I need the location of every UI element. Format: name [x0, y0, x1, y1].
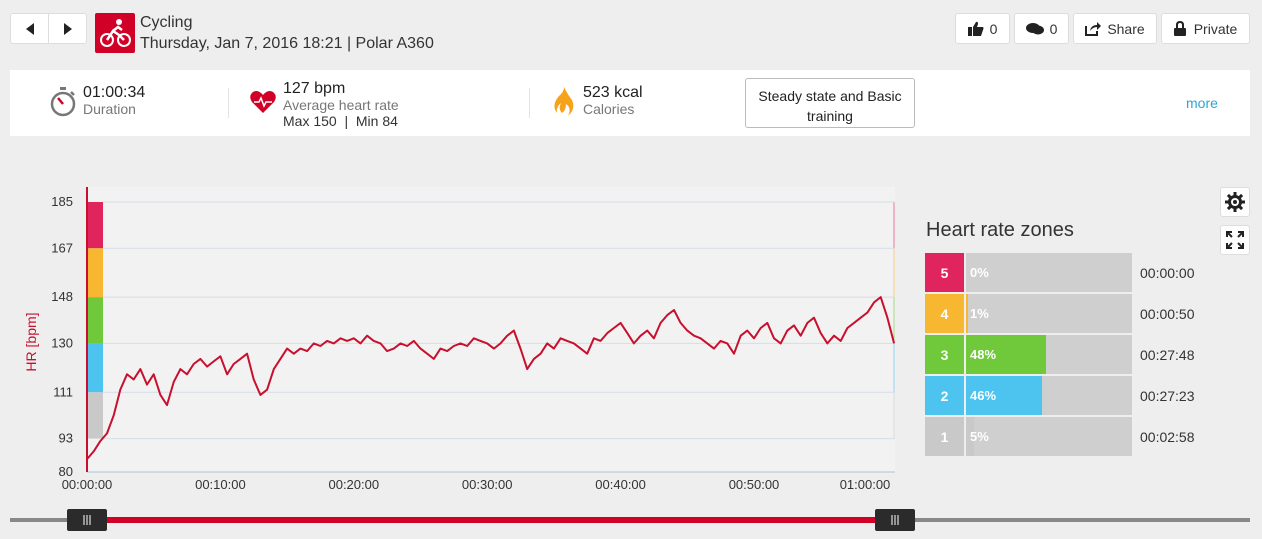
duration-label: Duration: [83, 101, 136, 117]
sport-title: Cycling: [140, 14, 193, 31]
cycling-icon: [95, 13, 135, 53]
zone-bar: 1%: [966, 294, 1132, 333]
y-tick-label: 148: [51, 289, 73, 304]
share-icon: [1085, 22, 1102, 36]
zone-band-1: [88, 392, 103, 439]
average-hr-label: Average heart rate: [283, 97, 399, 113]
share-button[interactable]: Share: [1073, 13, 1157, 44]
x-tick-label: 00:10:00: [195, 477, 246, 492]
zone-time: 00:02:58: [1140, 429, 1195, 445]
zone-percent: 1%: [970, 306, 989, 321]
zone-bar-fill: [966, 376, 1043, 415]
zone-number: 5: [925, 253, 964, 292]
zone-band-2: [88, 343, 103, 393]
time-range-selection[interactable]: [97, 517, 885, 523]
zone-percent: 46%: [970, 388, 997, 403]
heart-icon: [250, 91, 276, 113]
thumbs-up-icon: [967, 21, 984, 36]
privacy-label: Private: [1193, 20, 1238, 37]
privacy-button[interactable]: Private: [1161, 13, 1250, 44]
y-tick-label: 130: [51, 335, 73, 350]
zone-bar-fill: [966, 417, 975, 456]
zone-percent: 5%: [970, 429, 989, 444]
y-tick-label: 167: [51, 240, 73, 255]
zone-time: 00:27:48: [1140, 347, 1195, 363]
duration-summary: 01:00:34 Duration: [83, 84, 145, 117]
zone-bar-fill: [966, 335, 1046, 374]
workout-subtitle: Thursday, Jan 7, 2016 18:21 | Polar A360: [140, 35, 434, 52]
gear-icon: [1225, 192, 1245, 212]
previous-workout-button[interactable]: [11, 14, 49, 43]
zone-bar: 0%: [966, 253, 1132, 292]
calories-label: Calories: [583, 101, 635, 117]
y-tick-label: 185: [51, 194, 73, 209]
caret-left-icon: [25, 22, 34, 35]
more-link[interactable]: more: [1186, 95, 1218, 111]
training-benefit-line1: Steady state and Basic: [758, 88, 902, 104]
range-start-handle[interactable]: [67, 509, 107, 531]
workout-nav: [10, 13, 87, 44]
average-hr-value: 127 bpm: [283, 80, 346, 97]
x-tick-label: 01:00:00: [840, 477, 891, 492]
y-tick-label: 111: [53, 384, 73, 399]
calories-value: 523 kcal: [583, 84, 643, 101]
chart-settings-button[interactable]: [1220, 187, 1250, 217]
zone-time: 00:00:00: [1140, 265, 1195, 281]
zone-number: 1: [925, 417, 964, 456]
zone-time: 00:00:50: [1140, 306, 1195, 322]
x-tick-label: 00:50:00: [729, 477, 780, 492]
y-axis-label: HR [bpm]: [23, 312, 39, 371]
divider: [228, 88, 229, 118]
zone-percent: 48%: [970, 347, 997, 362]
fullscreen-button[interactable]: [1220, 225, 1250, 255]
zone-bar: 46%: [966, 376, 1132, 415]
zone-bar: 5%: [966, 417, 1132, 456]
flame-icon: [554, 87, 574, 116]
expand-icon: [1226, 231, 1244, 249]
share-label: Share: [1107, 20, 1145, 37]
zone-number: 3: [925, 335, 964, 374]
like-button[interactable]: 0: [955, 13, 1010, 44]
duration-value: 01:00:34: [83, 84, 146, 101]
divider: [529, 88, 530, 118]
next-workout-button[interactable]: [49, 14, 86, 43]
zone-number: 2: [925, 376, 964, 415]
hr-series-line: [86, 296, 895, 460]
training-benefit-button[interactable]: Steady state and Basic training: [745, 78, 915, 128]
x-tick-label: 00:30:00: [462, 477, 513, 492]
zone-band-5: [88, 202, 103, 249]
comment-count: 0: [1049, 20, 1058, 37]
heart-rate-summary: 127 bpm Average heart rate Max 150 | Min…: [283, 80, 399, 129]
like-count: 0: [989, 20, 998, 37]
grip-icon: [83, 515, 91, 525]
zone-percent: 0%: [970, 265, 989, 280]
x-tick-label: 00:00:00: [62, 477, 113, 492]
x-tick-label: 00:20:00: [328, 477, 379, 492]
stopwatch-icon: [50, 87, 76, 117]
grip-icon: [891, 515, 899, 525]
summary-bar: 01:00:34 Duration 127 bpm Average heart …: [10, 70, 1250, 136]
zone-bar: 48%: [966, 335, 1132, 374]
y-tick-label: 80: [59, 464, 73, 479]
heart-rate-chart[interactable]: 185 167 148 130 111 93 80 HR [bpm] 00:00:00 00:10…: [10, 182, 895, 492]
training-benefit-line2: training: [807, 108, 853, 124]
hr-zones-title: Heart rate zones: [926, 219, 1074, 241]
hr-max-min: Max 150 | Min 84: [283, 113, 398, 129]
zone-time: 00:27:23: [1140, 388, 1195, 404]
lock-icon: [1173, 21, 1186, 36]
caret-right-icon: [63, 22, 72, 35]
x-tick-label: 00:40:00: [595, 477, 646, 492]
comment-icon: [1025, 22, 1044, 34]
zone-bar-fill: [966, 294, 968, 333]
zone-number: 4: [925, 294, 964, 333]
zone-band-4: [88, 248, 103, 298]
comment-button[interactable]: 0: [1014, 13, 1069, 44]
range-end-handle[interactable]: [875, 509, 915, 531]
plot-area: [87, 187, 895, 472]
y-tick-label: 93: [59, 431, 73, 446]
zone-band-3: [88, 297, 103, 344]
calories-summary: 523 kcal Calories: [583, 84, 643, 117]
